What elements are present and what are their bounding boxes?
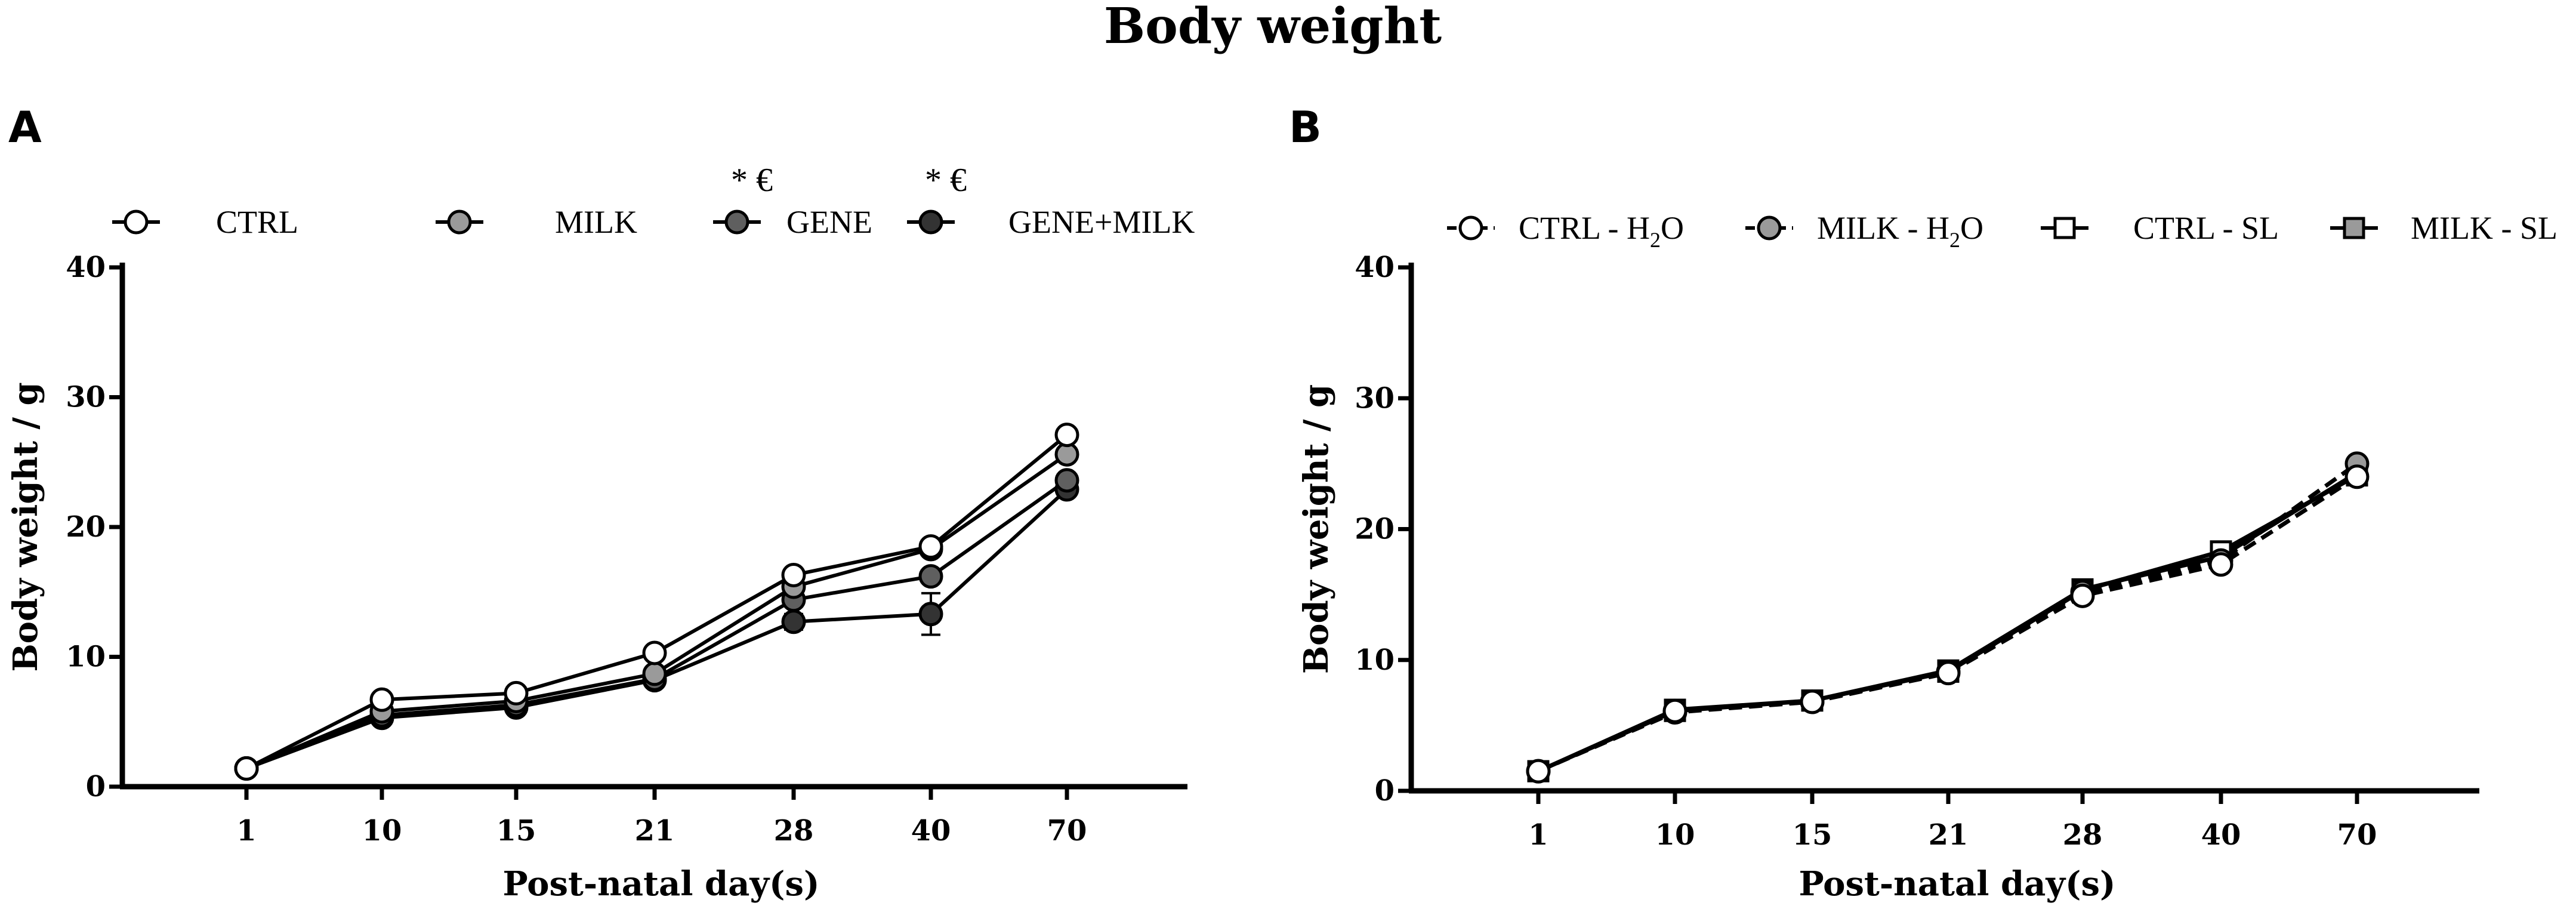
y-tick-label: 20	[1355, 513, 1395, 546]
x-tick-label: 10	[1655, 818, 1695, 852]
legend-label: CTRL - H2O	[1519, 210, 1684, 252]
x-axis-label: Post-natal day(s)	[502, 864, 819, 904]
x-tick-label: 15	[1793, 818, 1832, 852]
data-point-ctrl	[918, 534, 943, 559]
x-tick-label: 1	[236, 814, 256, 848]
data-point-milk	[642, 661, 667, 686]
data-point-ctrl-h2o	[1800, 689, 1825, 714]
x-tick-label: 28	[2063, 818, 2103, 852]
x-tick-label: 70	[2337, 818, 2377, 852]
x-tick-label: 70	[1047, 814, 1087, 848]
legend-label-main: CTRL - H	[1519, 210, 1650, 246]
data-point-ctrl-h2o	[1526, 759, 1551, 784]
series-line-ctrl-h2o	[1537, 475, 2358, 774]
series-line-ctrl-sl	[1537, 473, 2358, 774]
data-point-gene	[918, 564, 943, 589]
data-point-ctrl-h2o	[2208, 552, 2233, 577]
y-tick-label: 0	[1375, 774, 1395, 808]
legend-label: CTRL - SL	[2133, 210, 2279, 246]
x-tick-label: 1	[1528, 818, 1548, 852]
legend-label: GENE	[786, 204, 872, 240]
x-tick-label: 21	[635, 814, 675, 848]
series-line-milk-sl	[1537, 471, 2358, 774]
legend-marker	[124, 209, 149, 235]
panel-label-a: A	[8, 102, 42, 152]
data-point-ctrl	[369, 687, 394, 712]
data-point-ctrl	[781, 562, 806, 587]
data-point-gene-milk	[781, 609, 806, 634]
y-tick-label: 40	[1355, 251, 1395, 284]
panel-b: B 0 10 20 30 40 1 10 15 21 28 40 70 Post-natal day(s)…	[1289, 102, 2558, 904]
data-point-ctrl	[642, 640, 667, 665]
data-point-ctrl-h2o	[1936, 661, 1961, 686]
legend-label: GENE+MILK	[1008, 204, 1195, 240]
legend-marker	[724, 209, 749, 235]
y-axis-label: Body weight / g	[1297, 384, 1336, 674]
legend-label-tail: O	[1661, 210, 1684, 246]
significance-marker: * €	[731, 162, 773, 199]
x-tick-label: 40	[2201, 818, 2241, 852]
significance-marker: * €	[925, 162, 967, 199]
panel-a: A 0 10 20 30 40 1 10 15 21 28 40 70 Post-natal day(s)…	[6, 102, 1195, 904]
legend-label-main: MILK - SL	[2411, 210, 2558, 246]
data-point-ctrl	[504, 680, 529, 705]
figure-title: Body weight	[1104, 0, 1442, 55]
y-tick-label: 30	[1355, 381, 1395, 415]
legend-label: MILK - H2O	[1817, 210, 1983, 252]
series-line-gene	[245, 479, 1068, 771]
legend-label: CTRL	[216, 204, 298, 240]
x-axis-label: Post-natal day(s)	[1798, 864, 2115, 904]
panel-label-b: B	[1289, 102, 1322, 152]
y-tick-label: 0	[86, 770, 106, 803]
series-line-gene-milk	[245, 488, 1069, 771]
legend-label-subscript: 2	[1650, 228, 1661, 252]
y-tick-label: 20	[66, 510, 106, 544]
y-tick-label: 10	[1355, 643, 1395, 677]
y-tick-label: 10	[66, 640, 106, 674]
legend-label-main: MILK - H	[1817, 210, 1949, 246]
data-point-ctrl-h2o	[1662, 698, 1687, 723]
legend-marker	[447, 209, 472, 235]
y-tick-label: 40	[66, 251, 106, 284]
x-tick-label: 15	[496, 814, 536, 848]
data-point-ctrl	[1054, 423, 1079, 448]
data-point-ctrl-h2o	[2344, 464, 2370, 489]
x-tick-label: 28	[774, 814, 814, 848]
legend-marker	[1757, 215, 1782, 241]
legend-label: MILK	[555, 204, 637, 240]
legend-label-subscript: 2	[1949, 228, 1960, 252]
legend-label-main: CTRL - SL	[2133, 210, 2279, 246]
legend-marker	[1458, 215, 1483, 241]
x-tick-label: 40	[911, 814, 951, 848]
legend-label-tail: O	[1960, 210, 1983, 246]
y-axis-label: Body weight / g	[6, 382, 45, 671]
data-point-ctrl-h2o	[2070, 583, 2095, 608]
legend-label: MILK - SL	[2411, 210, 2558, 246]
x-tick-label: 21	[1929, 818, 1969, 852]
series-line-milk-h2o	[1537, 462, 2359, 774]
data-point-ctrl	[234, 756, 259, 781]
x-tick-label: 10	[362, 814, 402, 848]
legend-marker	[2343, 217, 2365, 239]
y-tick-label: 30	[66, 381, 106, 414]
data-point-gene	[1054, 468, 1079, 493]
data-point-gene-milk	[918, 602, 943, 627]
legend-marker	[918, 209, 943, 235]
legend-marker	[2053, 217, 2076, 239]
